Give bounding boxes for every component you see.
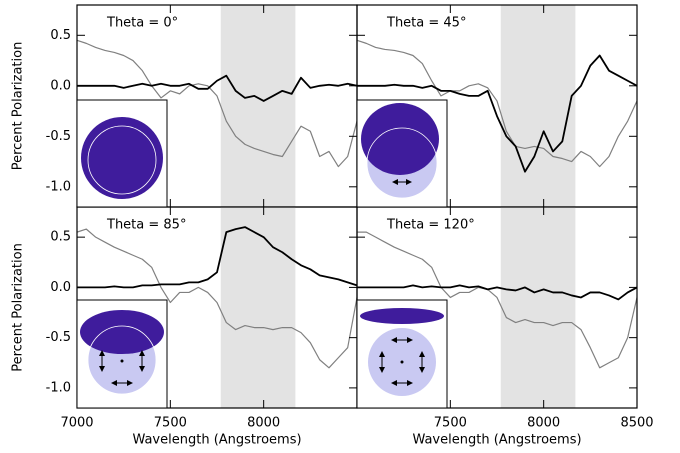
y-tick-label: -1.0 [46, 179, 71, 194]
x-tick-label: 7500 [434, 416, 467, 431]
y-axis-label: Percent Polarization [11, 243, 26, 372]
x-tick-label: 7500 [154, 416, 187, 431]
data-line [76, 228, 358, 369]
data-line [357, 284, 638, 301]
y-tick-label: -0.5 [46, 330, 71, 345]
y-tick-label: -1.0 [46, 380, 71, 395]
panel-title: Theta = 0° [106, 16, 178, 31]
y-axis-label: Percent Polarization [11, 42, 26, 171]
panel-title: Theta = 120° [386, 218, 475, 233]
shaded-region [500, 5, 576, 207]
panel-title: Theta = 85° [106, 218, 186, 233]
data-line [76, 39, 358, 168]
data-line [77, 226, 358, 289]
inset-45 [356, 99, 448, 208]
inset-0 [76, 99, 168, 208]
x-tick-label: 8500 [620, 416, 653, 431]
inset-120 [356, 299, 448, 409]
y-tick-label: 0.5 [50, 28, 71, 43]
x-tick-label: 8000 [527, 416, 560, 431]
y-tick-label: 0.0 [50, 280, 71, 295]
x-axis-label: Wavelength (Angstroems) [412, 433, 581, 448]
x-tick-label: 7000 [60, 416, 93, 431]
panel-title: Theta = 45° [386, 16, 466, 31]
y-tick-label: 0.0 [50, 78, 71, 93]
data-line [356, 39, 638, 168]
data-line [357, 54, 638, 173]
plot-area: 0.5 0.0 -0.5 -1.0 Theta = 0° Percent Polariza… [11, 4, 654, 448]
inset-85 [76, 299, 168, 409]
shaded-region [220, 207, 296, 408]
data-line [357, 231, 638, 369]
x-axis-label: Wavelength (Angstroems) [132, 433, 301, 448]
y-tick-label: 0.5 [50, 230, 71, 245]
x-tick-label: 8000 [247, 416, 280, 431]
y-tick-label: -0.5 [46, 129, 71, 144]
data-line [77, 74, 358, 102]
shaded-region [220, 5, 296, 207]
shaded-region [500, 207, 576, 408]
